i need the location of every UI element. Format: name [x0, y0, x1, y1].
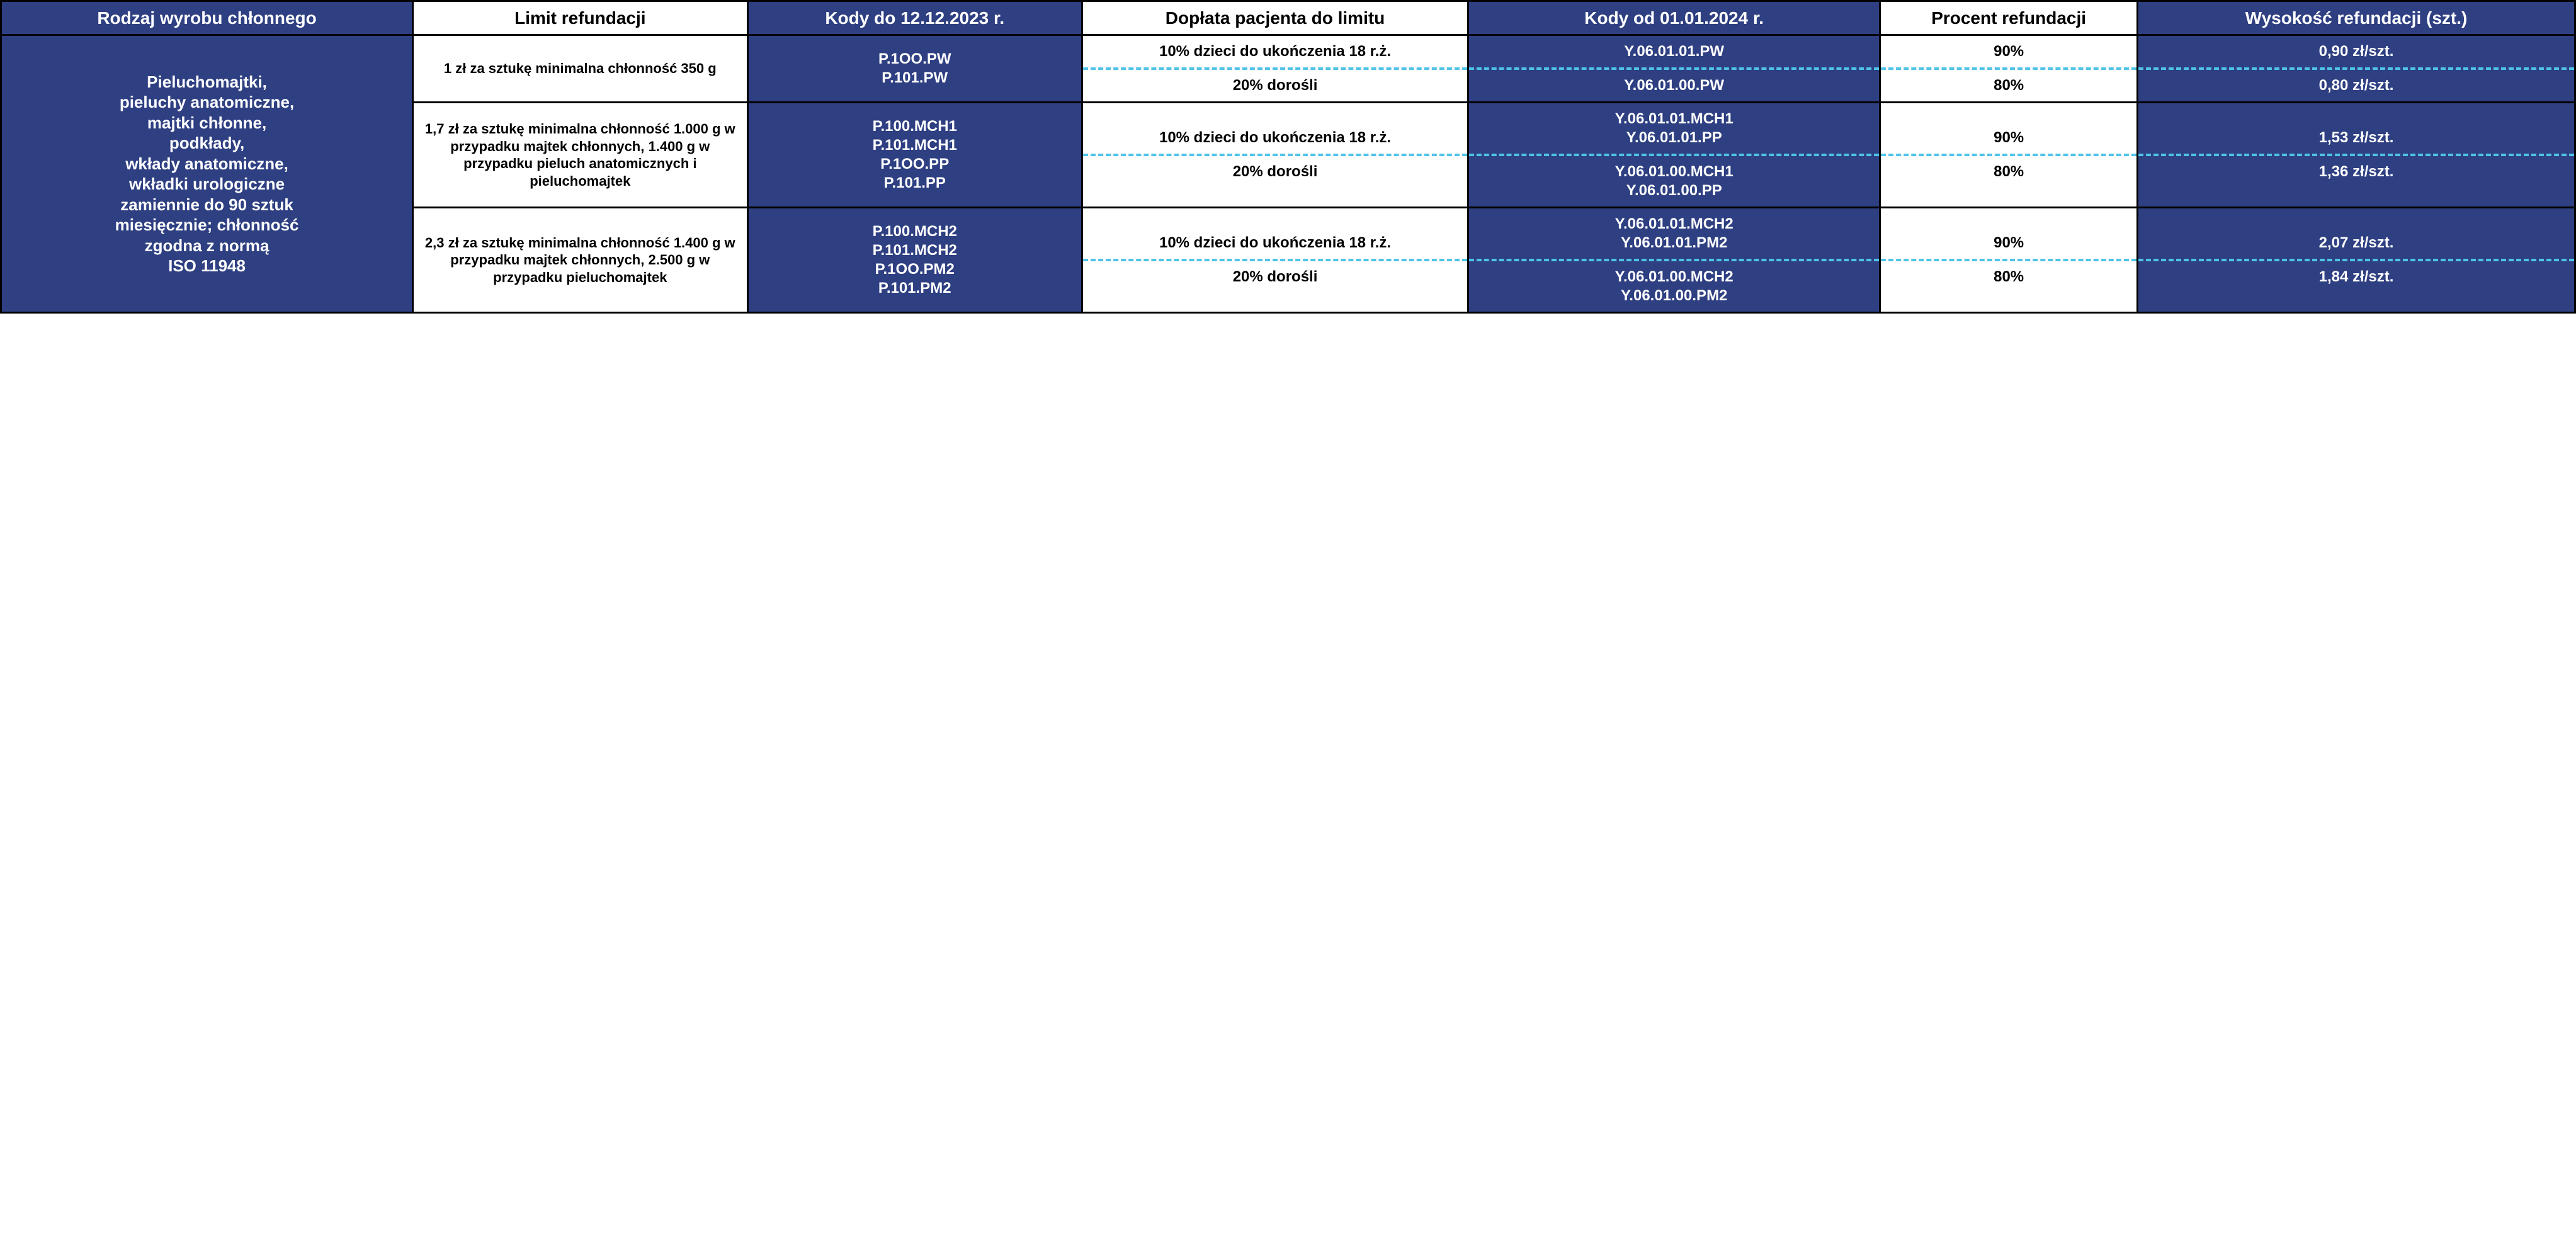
cell-kody-new: Y.06.01.01.MCH2Y.06.01.01.PM2Y.06.01.00.…	[1468, 208, 1880, 313]
cell-procent: 90%80%	[1880, 35, 2138, 103]
cell-limit: 1 zł za sztukę minimalna chłonność 350 g	[413, 35, 747, 103]
wysokosc-sub: 0,80 zł/szt.	[2138, 69, 2574, 101]
doplata-sub: 20% dorośli	[1083, 260, 1467, 293]
wysokosc-sub: 2,07 zł/szt.	[2138, 227, 2574, 260]
cell-doplata: 10% dzieci do ukończenia 18 r.ż.20% doro…	[1082, 208, 1468, 313]
cell-wysokosc: 0,90 zł/szt.0,80 zł/szt.	[2138, 35, 2575, 103]
cell-kody-old: P.1OO.PWP.101.PW	[747, 35, 1082, 103]
table-container: Rodzaj wyrobu chłonnego Limit refundacji…	[0, 0, 2576, 314]
kody-new-sub: Y.06.01.00.PW	[1469, 69, 1879, 101]
hdr-limit: Limit refundacji	[413, 1, 747, 35]
doplata-sub: 20% dorośli	[1083, 69, 1467, 101]
cell-kody-old: P.100.MCH2P.101.MCH2P.1OO.PM2P.101.PM2	[747, 208, 1082, 313]
procent-sub: 80%	[1881, 155, 2136, 188]
cell-kody-new: Y.06.01.01.PWY.06.01.00.PW	[1468, 35, 1880, 103]
kody-new-sub: Y.06.01.01.MCH1Y.06.01.01.PP	[1469, 103, 1879, 155]
hdr-kody-new: Kody od 01.01.2024 r.	[1468, 1, 1880, 35]
cell-kody-new: Y.06.01.01.MCH1Y.06.01.01.PPY.06.01.00.M…	[1468, 103, 1880, 208]
cell-wysokosc: 2,07 zł/szt.1,84 zł/szt.	[2138, 208, 2575, 313]
cell-kody-old: P.100.MCH1P.101.MCH1P.1OO.PPP.101.PP	[747, 103, 1082, 208]
procent-sub: 80%	[1881, 69, 2136, 101]
hdr-rodzaj: Rodzaj wyrobu chłonnego	[1, 1, 413, 35]
kody-new-sub: Y.06.01.00.MCH2Y.06.01.00.PM2	[1469, 260, 1879, 312]
cell-doplata: 10% dzieci do ukończenia 18 r.ż.20% doro…	[1082, 103, 1468, 208]
wysokosc-sub: 0,90 zł/szt.	[2138, 36, 2574, 69]
table-row: Pieluchomajtki,pieluchy anatomiczne,majt…	[1, 35, 2575, 103]
cell-procent: 90%80%	[1880, 208, 2138, 313]
wysokosc-sub: 1,36 zł/szt.	[2138, 155, 2574, 188]
cell-limit: 1,7 zł za sztukę minimalna chłonność 1.0…	[413, 103, 747, 208]
refund-table: Rodzaj wyrobu chłonnego Limit refundacji…	[0, 0, 2576, 314]
procent-sub: 90%	[1881, 122, 2136, 155]
wysokosc-sub: 1,53 zł/szt.	[2138, 122, 2574, 155]
cell-rodzaj: Pieluchomajtki,pieluchy anatomiczne,majt…	[1, 35, 413, 313]
doplata-sub: 20% dorośli	[1083, 155, 1467, 188]
hdr-procent: Procent refundacji	[1880, 1, 2138, 35]
doplata-sub: 10% dzieci do ukończenia 18 r.ż.	[1083, 227, 1467, 260]
hdr-doplata: Dopłata pacjenta do limitu	[1082, 1, 1468, 35]
doplata-sub: 10% dzieci do ukończenia 18 r.ż.	[1083, 36, 1467, 69]
cell-procent: 90%80%	[1880, 103, 2138, 208]
procent-sub: 80%	[1881, 260, 2136, 293]
header-row: Rodzaj wyrobu chłonnego Limit refundacji…	[1, 1, 2575, 35]
kody-new-sub: Y.06.01.00.MCH1Y.06.01.00.PP	[1469, 155, 1879, 207]
wysokosc-sub: 1,84 zł/szt.	[2138, 260, 2574, 293]
procent-sub: 90%	[1881, 36, 2136, 69]
doplata-sub: 10% dzieci do ukończenia 18 r.ż.	[1083, 122, 1467, 155]
cell-doplata: 10% dzieci do ukończenia 18 r.ż.20% doro…	[1082, 35, 1468, 103]
hdr-wysokosc: Wysokość refundacji (szt.)	[2138, 1, 2575, 35]
hdr-kody-old: Kody do 12.12.2023 r.	[747, 1, 1082, 35]
cell-wysokosc: 1,53 zł/szt.1,36 zł/szt.	[2138, 103, 2575, 208]
kody-new-sub: Y.06.01.01.MCH2Y.06.01.01.PM2	[1469, 208, 1879, 260]
procent-sub: 90%	[1881, 227, 2136, 260]
kody-new-sub: Y.06.01.01.PW	[1469, 36, 1879, 69]
cell-limit: 2,3 zł za sztukę minimalna chłonność 1.4…	[413, 208, 747, 313]
